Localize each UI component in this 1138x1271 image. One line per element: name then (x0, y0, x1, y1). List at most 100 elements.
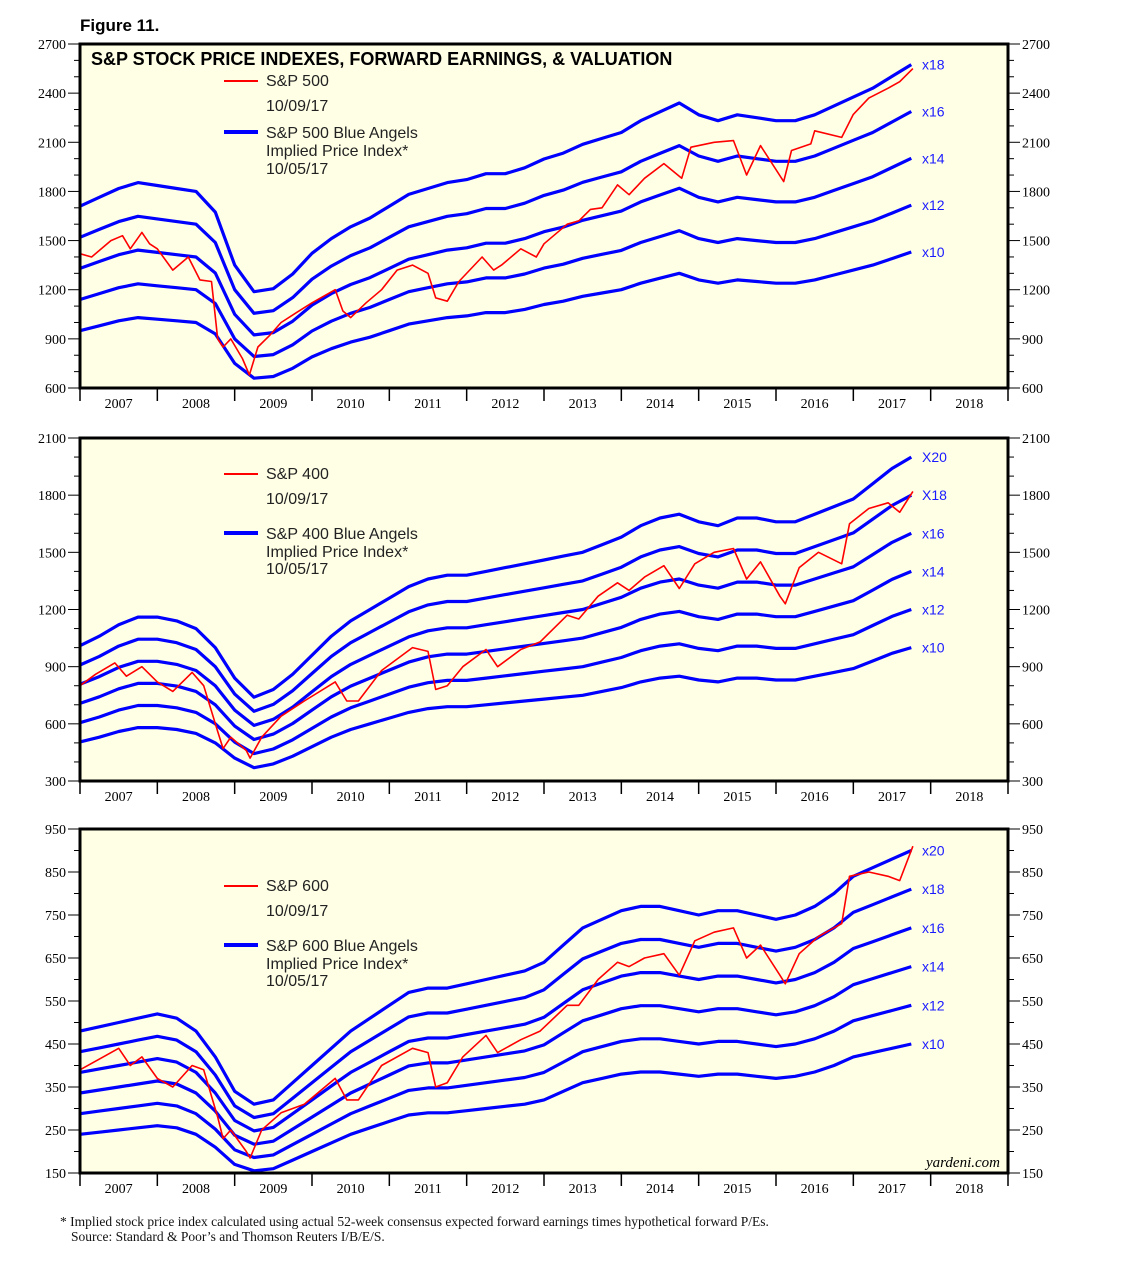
blue-angels-line-x18 (79, 887, 912, 1120)
x-tick-label: 2011 (414, 397, 441, 412)
y-tick-label-left: 950 (45, 823, 66, 838)
price-index-line (79, 490, 914, 759)
y-tick-label-left: 2400 (38, 87, 66, 102)
x-tick-label: 2009 (259, 790, 287, 805)
y-tick-label-right: 600 (1022, 718, 1043, 733)
source-note: Source: Standard & Poor’s and Thomson Re… (71, 1229, 385, 1244)
multiple-label: X20 (922, 449, 947, 465)
x-tick-label: 2007 (105, 397, 133, 412)
y-tick-label-right: 650 (1022, 952, 1043, 967)
x-tick-label: 2007 (105, 790, 133, 805)
y-tick-label-right: 300 (1022, 775, 1043, 790)
blue-angels-line-x12 (79, 607, 912, 756)
blue-angels-line-x18 (79, 493, 913, 713)
y-tick-label-right: 450 (1022, 1038, 1043, 1053)
blue-angels-line-x14 (79, 965, 912, 1146)
blue-angels-line-x14 (79, 569, 912, 742)
plot-area (80, 44, 1008, 388)
y-tick-label-left: 150 (45, 1167, 66, 1182)
y-tick-label-left: 2100 (38, 432, 66, 447)
y-tick-label-right: 2400 (1022, 87, 1050, 102)
y-tick-label-left: 1500 (38, 546, 66, 561)
y-tick-label-left: 350 (45, 1081, 66, 1096)
x-tick-label: 2018 (955, 790, 983, 805)
legend-angels-date: 10/05/17 (266, 973, 328, 990)
y-tick-label-left: 2100 (38, 136, 66, 151)
chart-panel-3: 150 150 250 250 350 350 450 450 550 550 650 650 750 7… (45, 823, 1043, 1197)
y-tick-label-left: 1200 (38, 604, 66, 619)
legend-angels-subtitle: Implied Price Index* (266, 956, 408, 973)
legend-angels-name: S&P 500 Blue Angels (266, 125, 418, 142)
x-tick-label: 2008 (182, 1182, 210, 1197)
multiple-label: x10 (922, 640, 945, 656)
legend-angels-name: S&P 400 Blue Angels (266, 526, 418, 543)
x-tick-label: 2017 (878, 397, 906, 412)
legend: S&P 500 10/09/17 S&P 500 Blue AngelsImplie… (224, 73, 418, 178)
y-tick-label-left: 2700 (38, 38, 66, 53)
y-tick-label-right: 250 (1022, 1124, 1043, 1139)
y-tick-label-right: 350 (1022, 1081, 1043, 1096)
x-tick-label: 2013 (569, 1182, 597, 1197)
y-tick-label-left: 1500 (38, 235, 66, 250)
x-tick-label: 2011 (414, 1182, 441, 1197)
y-tick-label-right: 550 (1022, 995, 1043, 1010)
y-tick-label-left: 250 (45, 1124, 66, 1139)
y-tick-label-left: 450 (45, 1038, 66, 1053)
x-tick-label: 2013 (569, 790, 597, 805)
multiple-label: x20 (922, 843, 945, 859)
multiple-label: x14 (922, 563, 945, 579)
y-tick-label-right: 1800 (1022, 185, 1050, 200)
y-tick-label-right: 1500 (1022, 235, 1050, 250)
y-tick-label-right: 600 (1022, 382, 1043, 397)
price-index-line (79, 845, 914, 1159)
brand-watermark: yardeni.com (924, 1155, 1000, 1171)
blue-angels-line-x12 (79, 203, 912, 359)
y-tick-label-right: 950 (1022, 823, 1043, 838)
y-tick-label-right: 750 (1022, 909, 1043, 924)
x-tick-label: 2018 (955, 1182, 983, 1197)
y-tick-label-right: 900 (1022, 661, 1043, 676)
legend-angels-date: 10/05/17 (266, 561, 328, 578)
blue-angels-line-x16 (79, 110, 913, 315)
blue-angels-line-x12 (79, 1003, 912, 1160)
multiple-label: x18 (922, 881, 945, 897)
legend-price-date: 10/09/17 (266, 903, 328, 920)
multiple-label: x10 (922, 1036, 945, 1052)
plot-frame (78, 436, 1010, 783)
x-tick-label: 2015 (723, 1182, 751, 1197)
multiple-label: x18 (922, 57, 945, 73)
multiple-label: x12 (922, 197, 945, 213)
x-tick-label: 2016 (801, 1182, 829, 1197)
multiple-label: x14 (922, 959, 945, 975)
blue-angels-line-x20 (79, 849, 912, 1106)
x-tick-label: 2010 (337, 397, 365, 412)
x-tick-label: 2017 (878, 1182, 906, 1197)
x-tick-label: 2017 (878, 790, 906, 805)
x-tick-label: 2012 (491, 790, 519, 805)
y-tick-label-right: 1200 (1022, 604, 1050, 619)
x-tick-label: 2014 (646, 1182, 674, 1197)
footnote: * Implied stock price index calculated u… (60, 1214, 769, 1229)
legend-price-name: S&P 500 (266, 73, 329, 90)
x-tick-label: 2008 (182, 397, 210, 412)
chart-panel-2: 300 300 600 600 900 900 1200 1200 1500 1500 1800 18… (38, 432, 1050, 805)
multiple-label: x16 (922, 920, 945, 936)
x-tick-label: 2010 (337, 790, 365, 805)
price-index-line (79, 68, 914, 376)
multiple-label: x16 (922, 103, 945, 119)
legend-angels-name: S&P 600 Blue Angels (266, 938, 418, 955)
y-tick-label-left: 600 (45, 382, 66, 397)
y-tick-label-right: 2100 (1022, 432, 1050, 447)
multiple-label: x12 (922, 997, 945, 1013)
x-tick-label: 2014 (646, 397, 674, 412)
y-tick-label-left: 1800 (38, 489, 66, 504)
multiple-label: x16 (922, 525, 945, 541)
blue-angels-line-x18 (79, 63, 913, 294)
y-tick-label-left: 1800 (38, 185, 66, 200)
x-tick-label: 2010 (337, 1182, 365, 1197)
x-tick-label: 2011 (414, 790, 441, 805)
y-tick-label-left: 1200 (38, 284, 66, 299)
y-tick-label-left: 650 (45, 952, 66, 967)
y-tick-label-right: 2700 (1022, 38, 1050, 53)
